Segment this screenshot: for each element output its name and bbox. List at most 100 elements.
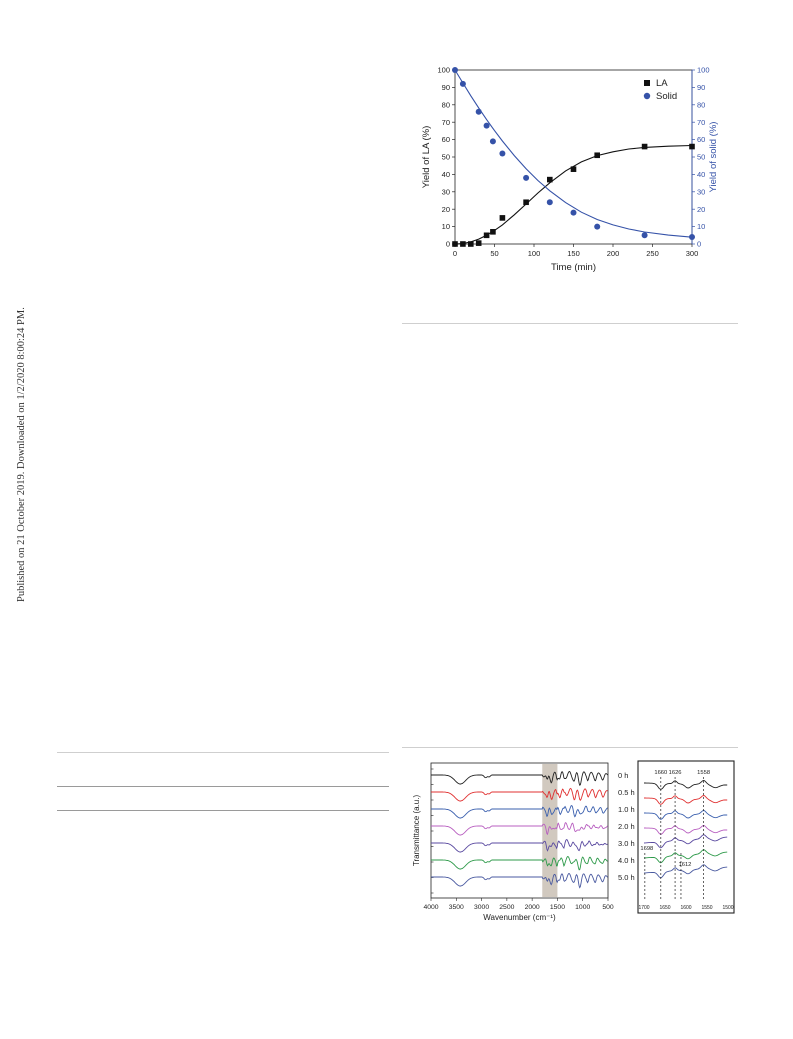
table-rule-top: [57, 752, 389, 753]
peak-label: 1612: [679, 862, 692, 868]
y-tick-label: 90: [442, 83, 450, 92]
data-point-solid: [689, 234, 695, 241]
x-tick-label: 250: [646, 249, 659, 258]
chart1-marks: [452, 67, 695, 247]
ftir-x-tick-label: 3000: [474, 904, 489, 911]
inset-spectrum-line: [644, 780, 728, 790]
data-point-solid: [546, 199, 553, 206]
divider-mid-right: [402, 747, 738, 748]
table-rule-middle: [57, 786, 389, 787]
data-point-la: [490, 229, 496, 235]
legend: LA Solid: [643, 78, 677, 102]
data-point-la: [641, 143, 648, 150]
ftir-x-axis-label: Wavenumber (cm⁻¹): [483, 913, 556, 922]
spectrum-label: 0 h: [618, 771, 628, 780]
y-tick-label: 40: [442, 170, 450, 179]
x-tick-label: 200: [607, 249, 620, 258]
spectrum-label: 1.0 h: [618, 805, 635, 814]
y-right-tick-label: 70: [697, 118, 705, 127]
data-point-solid: [594, 223, 601, 230]
divider-top-right: [402, 323, 738, 324]
legend-label-la: LA: [656, 78, 668, 89]
inset-spectrum-line: [643, 864, 728, 879]
data-point-solid: [489, 138, 496, 145]
y-right-tick-label: 50: [697, 153, 705, 162]
y-right-tick-label: 40: [697, 170, 705, 179]
data-point-la: [523, 199, 529, 206]
data-point-la: [499, 215, 506, 221]
ftir-x-tick-label: 2000: [525, 904, 540, 911]
y-right-tick-label: 0: [697, 240, 701, 249]
y-right-tick-label: 80: [697, 100, 705, 109]
inset-x-tick-label: 1550: [701, 905, 712, 911]
y-tick-label: 70: [442, 118, 450, 127]
spectrum-line: [431, 856, 608, 871]
y-tick-label: 30: [442, 187, 450, 196]
y-tick-label: 20: [442, 205, 450, 214]
data-point-la: [475, 240, 482, 246]
x-tick-label: 0: [453, 249, 457, 258]
ftir-frame: [430, 762, 609, 899]
peak-label: 1698: [640, 846, 653, 852]
y-tick-label: 60: [442, 135, 450, 144]
spectrum-line: [431, 839, 608, 853]
inset-spectrum-line: [644, 810, 728, 820]
spectrum-line: [431, 873, 608, 889]
ftir-x-tick-label: 500: [602, 904, 614, 911]
peak-label: 1660: [654, 770, 667, 776]
inset-x-tick-label: 1500: [722, 905, 733, 911]
y-tick-label: 0: [446, 240, 450, 249]
data-point-la: [468, 241, 474, 247]
data-point-solid: [641, 232, 648, 239]
ftir-inset-panel: 1700 1650 1600 1550 1500 1660 1626 1558 1698 1612: [637, 760, 735, 914]
download-watermark: Published on 21 October 2019. Downloaded…: [2, 296, 27, 616]
inset-spectrum-line: [644, 825, 728, 835]
peak-label: 1558: [697, 770, 710, 776]
spectrum-label: 3.0 h: [618, 839, 635, 848]
fit-line-solid: [454, 69, 693, 238]
data-point-solid: [483, 122, 490, 129]
data-point-solid: [499, 150, 506, 157]
legend-marker-la: [644, 80, 650, 86]
download-note: Published on 21 October 2019. Downloaded…: [16, 307, 27, 602]
table-rule-bottom: [57, 810, 389, 811]
highlight-band: [542, 764, 558, 897]
ftir-x-tick-label: 3500: [449, 904, 464, 911]
data-point-la: [460, 241, 466, 247]
data-point-solid: [452, 67, 458, 73]
data-point-la: [547, 176, 553, 183]
x-tick-label: 150: [567, 249, 580, 258]
data-point-la: [570, 166, 577, 172]
y-tick-label: 80: [442, 100, 450, 109]
data-point-la: [483, 232, 490, 239]
spectrum-line: [431, 770, 608, 786]
legend-label-solid: Solid: [656, 91, 677, 102]
spectrum-label: 2.0 h: [618, 822, 635, 831]
y-right-tick-label: 100: [697, 66, 710, 75]
ftir-y-axis-label: Transmittance (a.u.): [412, 795, 421, 867]
ftir-x-tick-label: 2500: [499, 904, 514, 911]
inset-x-tick-label: 1650: [659, 905, 670, 911]
inset-spectrum-line: [643, 834, 728, 849]
x-tick-label: 50: [490, 249, 498, 258]
inset-spectrum-line: [644, 795, 728, 805]
ftir-x-tick-label: 4000: [423, 904, 438, 911]
inset-frame: [637, 760, 735, 914]
spectrum-label: 5.0 h: [618, 873, 635, 882]
data-point-solid: [475, 108, 482, 115]
y-right-tick-label: 20: [697, 205, 705, 214]
y-right-tick-label: 90: [697, 83, 705, 92]
y-right-tick-label: 30: [697, 187, 705, 196]
spectrum-label: 4.0 h: [618, 856, 635, 865]
y-tick-label: 100: [437, 66, 450, 75]
y-tick-label: 50: [442, 153, 450, 162]
y-axis-label-left: Yield of LA (%): [421, 126, 432, 188]
legend-marker-solid: [643, 92, 651, 100]
spectrum-label: 0.5 h: [618, 788, 635, 797]
y-right-tick-label: 60: [697, 135, 705, 144]
data-point-solid: [523, 174, 530, 181]
y-axis-label-right: Yield of solid (%): [708, 122, 719, 193]
spectrum-line: [431, 821, 608, 836]
